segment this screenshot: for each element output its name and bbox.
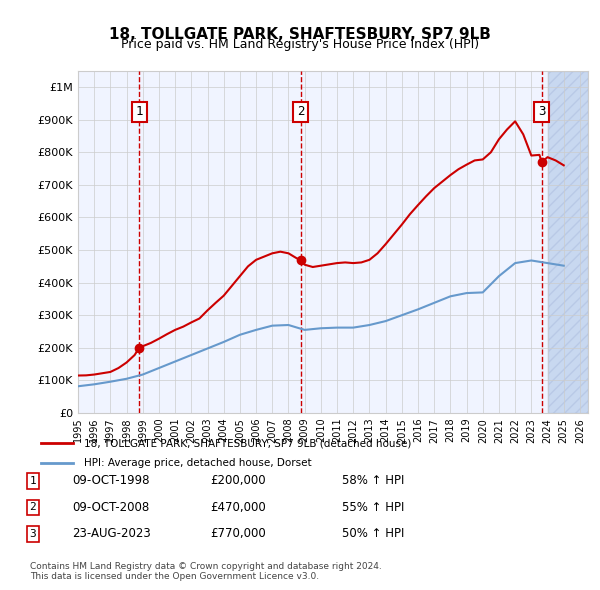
Text: 3: 3 <box>29 529 37 539</box>
Text: 18, TOLLGATE PARK, SHAFTESBURY, SP7 9LB (detached house): 18, TOLLGATE PARK, SHAFTESBURY, SP7 9LB … <box>84 438 412 448</box>
Text: 18, TOLLGATE PARK, SHAFTESBURY, SP7 9LB: 18, TOLLGATE PARK, SHAFTESBURY, SP7 9LB <box>109 27 491 41</box>
Text: Price paid vs. HM Land Registry's House Price Index (HPI): Price paid vs. HM Land Registry's House … <box>121 38 479 51</box>
Text: 23-AUG-2023: 23-AUG-2023 <box>72 527 151 540</box>
Text: 58% ↑ HPI: 58% ↑ HPI <box>342 474 404 487</box>
Text: £200,000: £200,000 <box>210 474 266 487</box>
Text: 50% ↑ HPI: 50% ↑ HPI <box>342 527 404 540</box>
Text: 09-OCT-2008: 09-OCT-2008 <box>72 501 149 514</box>
Bar <box>548 71 588 413</box>
Text: 1: 1 <box>135 106 143 119</box>
Text: 3: 3 <box>538 106 545 119</box>
Text: 09-OCT-1998: 09-OCT-1998 <box>72 474 149 487</box>
Text: 2: 2 <box>297 106 305 119</box>
Text: Contains HM Land Registry data © Crown copyright and database right 2024.: Contains HM Land Registry data © Crown c… <box>30 562 382 571</box>
Bar <box>548 71 588 413</box>
Text: HPI: Average price, detached house, Dorset: HPI: Average price, detached house, Dors… <box>84 458 311 467</box>
Text: £770,000: £770,000 <box>210 527 266 540</box>
Text: This data is licensed under the Open Government Licence v3.0.: This data is licensed under the Open Gov… <box>30 572 319 581</box>
Text: 55% ↑ HPI: 55% ↑ HPI <box>342 501 404 514</box>
Text: 1: 1 <box>29 476 37 486</box>
Text: 2: 2 <box>29 503 37 512</box>
Text: £470,000: £470,000 <box>210 501 266 514</box>
